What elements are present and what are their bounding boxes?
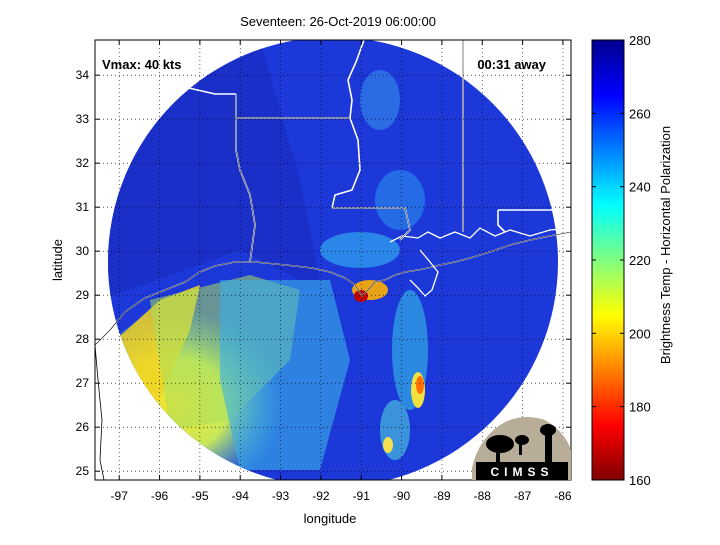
colorbar: 280 260 240 220 200 180 160 Brightness Temp - … bbox=[591, 33, 673, 488]
plot-area bbox=[95, 40, 571, 480]
y-tick-label: 26 bbox=[76, 420, 90, 434]
colorbar-tick-label: 240 bbox=[629, 180, 651, 195]
x-tick-label: -89 bbox=[433, 489, 451, 503]
state-borders-outline bbox=[235, 40, 464, 263]
colorbar-tick-label: 180 bbox=[629, 400, 651, 415]
colorbar-ticks: 280 260 240 220 200 180 160 bbox=[592, 33, 651, 488]
x-tick-label: -93 bbox=[272, 489, 290, 503]
chart-title: Seventeen: 26-Oct-2019 06:00:00 bbox=[240, 14, 436, 29]
colorbar-tick-label: 220 bbox=[629, 253, 651, 268]
x-tick-label: -86 bbox=[554, 489, 572, 503]
y-axis-label: latitude bbox=[50, 239, 65, 281]
colorbar-tick-label: 160 bbox=[629, 473, 651, 488]
y-tick-label: 25 bbox=[76, 464, 90, 478]
x-tick-label: -97 bbox=[111, 489, 129, 503]
y-tick-label: 34 bbox=[76, 68, 90, 82]
vmax-annotation: Vmax: 40 kts bbox=[102, 57, 182, 72]
x-tick-label: -94 bbox=[232, 489, 250, 503]
colorbar-tick-label: 260 bbox=[629, 106, 651, 121]
x-tick-label: -90 bbox=[393, 489, 411, 503]
x-axis-label: longitude bbox=[304, 511, 357, 526]
x-tick-label: -87 bbox=[514, 489, 532, 503]
colorbar-tick-label: 280 bbox=[629, 33, 651, 48]
x-tick-label: -95 bbox=[191, 489, 209, 503]
colorbar-gradient bbox=[591, 39, 625, 481]
y-tick-label: 31 bbox=[76, 200, 90, 214]
coastlines bbox=[95, 227, 571, 480]
x-tick-label: -96 bbox=[151, 489, 169, 503]
y-tick-label: 33 bbox=[76, 112, 90, 126]
plot-frame bbox=[94, 39, 572, 481]
y-tick-label: 32 bbox=[76, 156, 90, 170]
y-tick-label: 28 bbox=[76, 332, 90, 346]
x-tick-label: -88 bbox=[474, 489, 492, 503]
x-axis-ticks: -97 -96 -95 -94 -93 -92 -91 -90 -89 -88 -87 -86 bbox=[111, 40, 572, 503]
y-axis-ticks: 25 26 27 28 29 30 31 32 33 34 bbox=[76, 68, 571, 478]
y-tick-label: 27 bbox=[76, 376, 90, 390]
x-tick-label: -92 bbox=[312, 489, 330, 503]
time-away-annotation: 00:31 away bbox=[477, 57, 546, 72]
cimss-logo-text: CIMSS bbox=[490, 465, 553, 479]
y-tick-label: 30 bbox=[76, 244, 90, 258]
x-tick-label: -91 bbox=[353, 489, 371, 503]
colorbar-tick-label: 200 bbox=[629, 326, 651, 341]
y-tick-label: 29 bbox=[76, 288, 90, 302]
colorbar-label: Brightness Temp - Horizontal Polarizatio… bbox=[658, 126, 673, 364]
cimss-logo: CIMSS bbox=[472, 416, 571, 480]
